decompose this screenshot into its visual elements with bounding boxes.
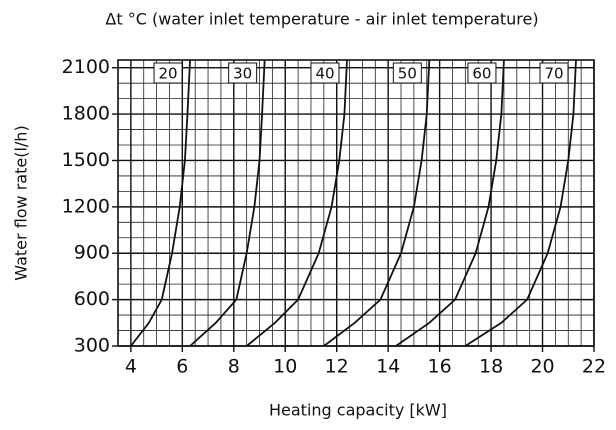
curve-label-box xyxy=(228,62,258,84)
x-tick-label: 6 xyxy=(176,356,188,378)
curve xyxy=(189,59,266,347)
x-tick-label: 20 xyxy=(530,356,554,378)
plot-frame xyxy=(117,59,595,347)
x-tick-label: 16 xyxy=(428,356,452,378)
curve-label: 40 xyxy=(315,65,334,83)
x-tick-label: 22 xyxy=(582,356,606,378)
x-tick-label: 12 xyxy=(325,356,349,378)
curve-label: 30 xyxy=(233,65,252,83)
curve-label-box xyxy=(153,62,183,84)
curve xyxy=(323,59,431,347)
x-axis-label: Heating capacity [kW] xyxy=(269,401,447,420)
curve-label: 60 xyxy=(472,65,491,83)
curve-label: 70 xyxy=(544,65,563,83)
curve-label: 50 xyxy=(398,65,417,83)
x-tick-label: 4 xyxy=(125,356,137,378)
curve xyxy=(464,59,577,347)
curve xyxy=(246,59,348,347)
y-tick-label: 2100 xyxy=(62,56,110,78)
curve xyxy=(130,59,191,347)
y-tick-label: 1500 xyxy=(62,149,110,171)
y-tick-label: 300 xyxy=(74,335,110,357)
x-tick-label: 10 xyxy=(273,356,297,378)
curve-label-box xyxy=(467,62,497,84)
y-tick-label: 900 xyxy=(74,242,110,264)
curve-label: 20 xyxy=(158,65,177,83)
y-tick-label: 600 xyxy=(74,288,110,310)
y-axis-label: Water flow rate(l/h) xyxy=(12,125,31,280)
x-tick-label: 18 xyxy=(479,356,503,378)
curve-label-box xyxy=(392,62,422,84)
curve-label-box xyxy=(310,62,340,84)
x-tick-label: 14 xyxy=(376,356,400,378)
curve xyxy=(395,59,505,347)
y-tick-label: 1800 xyxy=(62,103,110,125)
curve-label-box xyxy=(539,62,569,84)
y-tick-label: 1200 xyxy=(62,195,110,217)
x-tick-label: 8 xyxy=(228,356,240,378)
chart-title: Δt °C (water inlet temperature - air inl… xyxy=(105,10,538,29)
